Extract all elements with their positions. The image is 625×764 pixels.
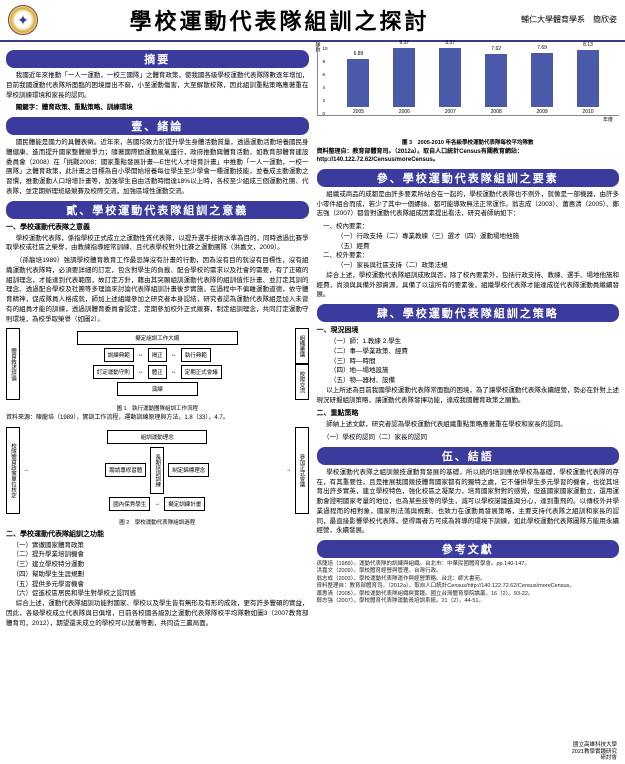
fig2-caption: 圖 2 學校運動代表隊組訓過程 — [6, 518, 309, 526]
poster-title: 學校運動代表隊組訓之探討 — [38, 4, 521, 36]
s3-body: 組織或商品的成都是由許多要素所站合在一起的，學校運動代表隊也不例外，就像是一部機… — [317, 190, 620, 219]
s2-sub2: 二、學校運動代表隊組訓之功能 — [6, 529, 309, 539]
s4-head: 肆、學校運動代表隊組訓之策略 — [317, 304, 620, 322]
fig2-left: 校隊體育政策單位核定 — [6, 427, 20, 514]
s3-out-head: 二、校外要素： — [317, 251, 620, 261]
s3-in-head: 一、校內要素： — [317, 222, 620, 232]
right-column: 隊數 1086420 6.8920058.3720068.3720077.622… — [317, 46, 620, 631]
s4-body: 以上所述為目前我國學校運動代表隊常面臨的困境，為了讓學校運動代表隊永續經營，勢必… — [317, 386, 620, 406]
refs-head: 參考文獻 — [317, 540, 620, 558]
footer: 國立高雄科技大學 2021教學實踐研究 研討會 — [572, 742, 617, 762]
figure1: 體育敘述評價 擬定組訓工作大綱 訓練典範 ↔ 揭正 ↔ 執行典範 訂定運動守則 … — [6, 328, 309, 400]
s2-head: 貳、學校運動代表隊組訓之意義 — [6, 201, 309, 219]
function-list: （一）實徹國家體育政策（二）提升學業培訓機會（三）建立學校特分運動（四）幫助學生… — [6, 541, 309, 600]
left-column: 摘要 我國近年來推動「一人一運動，一校三國隊」之體育政策，使我國各級學校運動代表… — [6, 46, 309, 631]
s5-head: 伍、結語 — [317, 447, 620, 465]
s2-body2: （孫龍培1989）強調學校體育教育工作最忌諱沒有計畫的行動，因為沒有目的就沒有目… — [6, 256, 309, 324]
bar-2005: 6.892005 — [343, 59, 373, 115]
s2-body1: 學校運動代表隊，係指學校正式成立之運動性質代表隊，以提升選手技術水準為目的，同時… — [6, 234, 309, 254]
bar-2009: 7.692009 — [527, 53, 557, 115]
affiliation: 輔仁大學體育學系 簡欣姿 — [521, 14, 617, 25]
s1-body: 國民體能是國力的具體表徵。近年來，各國均致力於提升學生身體活動質量，透過運動活動… — [6, 138, 309, 197]
fig1-caption: 圖 1 執行運動團隊組訓工作流程 — [6, 404, 309, 412]
s1-head: 壹、緒論 — [6, 117, 309, 135]
s2-sub1: 一、學校運動代表隊之意義 — [6, 222, 309, 232]
fig1-source: 資料來源：陳龍培（1989），實訓工作流程，運動訓練原理與方法，1.8（33），… — [6, 414, 309, 422]
s4-body2: 師納上述文獻，研究者認為學校運動代表組織重點策略應著重在學校和家長的認同。 — [317, 420, 620, 430]
abstract-body: 我國近年來推動「一人一運動，一校三國隊」之體育政策，使我國各級學校運動代表隊隊數… — [6, 71, 309, 100]
abstract-head: 摘要 — [6, 50, 309, 68]
bar-2007: 8.372007 — [435, 48, 465, 115]
bar-chart: 隊數 1086420 6.8920058.3720068.3720077.622… — [317, 46, 620, 136]
chart-caption: 圖 3 2005-2010 年各級學校運動代表隊每校平均隊數 — [317, 138, 620, 146]
chart-source: 資料整理自：教育部體育司。（2012a）。取自人口統計Census有關教育網站：… — [317, 148, 620, 165]
s4-sub2: 二、重點策略 — [317, 408, 620, 418]
bar-2010: 8.132010 — [573, 50, 603, 115]
s5-body: 學校運動代表隊之組訓競技運動育發展的基礎，所以統的培訓應依學校為基礎，學校運動代… — [317, 468, 620, 536]
fig1-left: 體育敘述評價 — [6, 328, 20, 400]
s3-head: 參、學校運動代表隊組訓之要素 — [317, 169, 620, 187]
bar-2008: 7.622008 — [481, 54, 511, 115]
figure2: 校隊體育政策單位核定 → 組訓運動理念 聘請專修習體 長期培訓訓練 制定錦標理念… — [6, 427, 309, 514]
bar-2006: 8.372006 — [389, 48, 419, 115]
s3-body2: 綜合上述，學校運動代表隊組訓成敗與否，除了校內要素外，包括行政支持、教練、選手、… — [317, 271, 620, 300]
references: 孫龍培（1989）。運動代表隊的訓練與組織。台北市：中華民國體育學會。pp.14… — [317, 561, 620, 606]
school-logo: ✦ — [8, 5, 38, 35]
header: ✦ 學校運動代表隊組訓之探討 輔仁大學體育學系 簡欣姿 — [0, 0, 625, 42]
s4-sub: 一、現況困境 — [317, 325, 620, 335]
fig2-right: 參加正式會議 — [295, 427, 309, 514]
keywords: 關鍵字：體育政策、重點策略、訓練環境 — [6, 103, 309, 113]
s2-body3: 綜合上述，運動代表隊組訓功能對國家、學校以及學生皆有無形及有形的成效，更有許多豐… — [6, 599, 309, 628]
s4-list2: （一）學校的認同（二）家長的認同 — [317, 433, 620, 443]
